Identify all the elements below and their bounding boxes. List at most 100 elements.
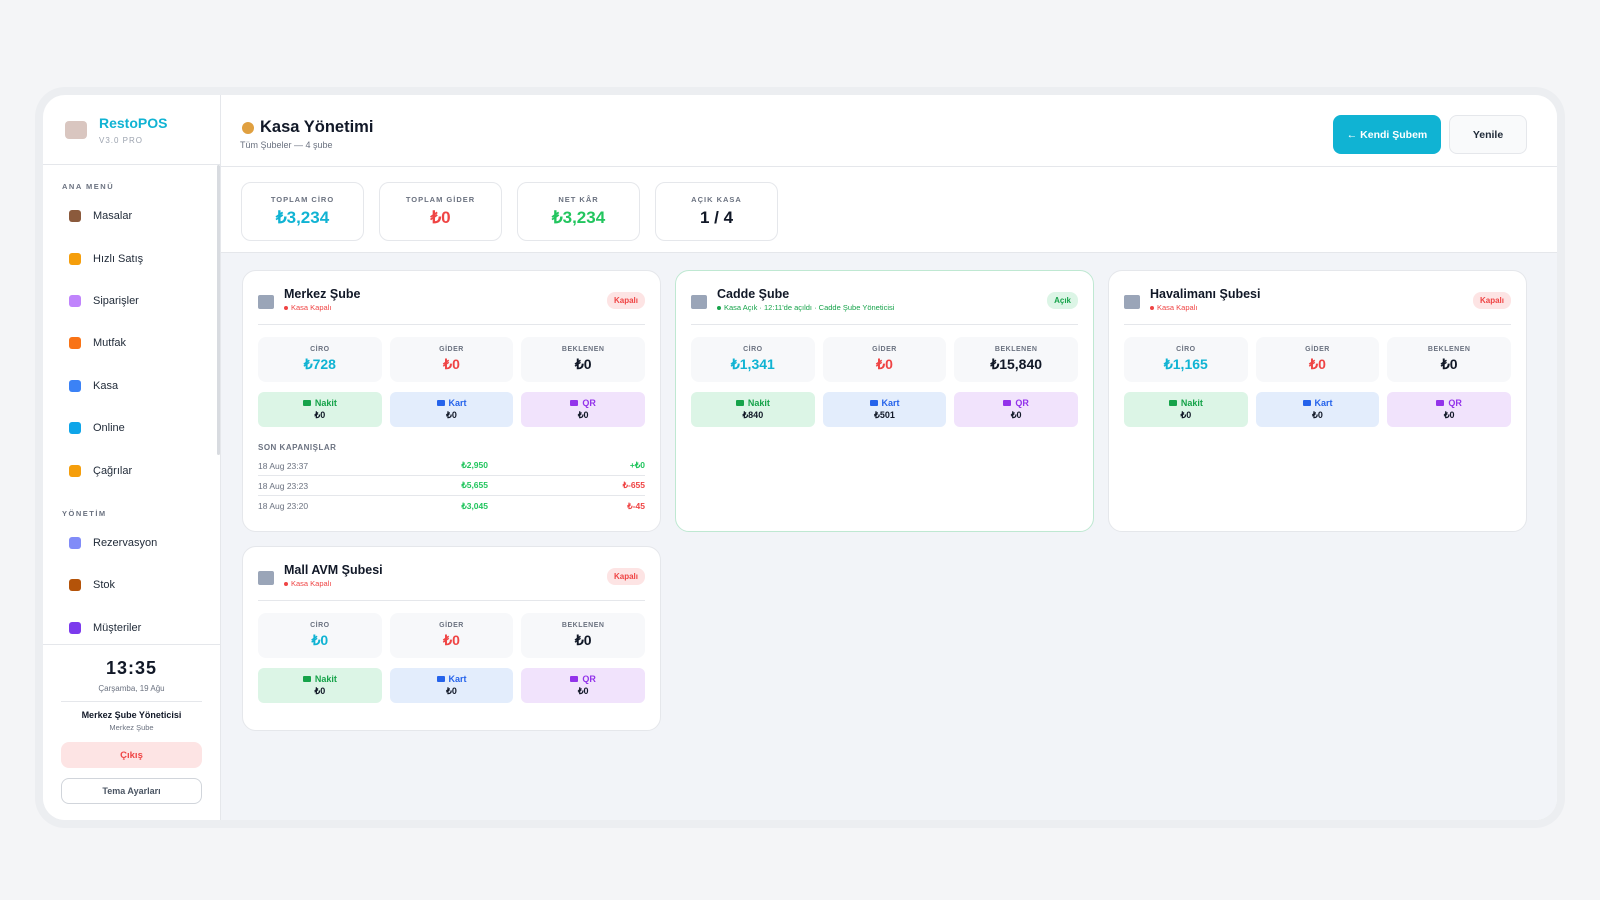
- nav-icon: [69, 379, 81, 392]
- payment-value: ₺0: [314, 686, 326, 696]
- stat-value: ₺1,341: [730, 356, 775, 372]
- summary-card: TOPLAM CİRO ₺3,234: [241, 182, 364, 241]
- branch-status: Kasa Açık · 12:11'de açıldı · Cadde Şube…: [717, 303, 894, 312]
- brand-name: RestoPOS: [99, 114, 168, 131]
- nav: ANA MENÜ Masalar Hızlı Satış Siparişler Mutf…: [43, 165, 220, 649]
- nav-item[interactable]: Siparişler: [43, 280, 220, 322]
- payment-value: ₺501: [874, 410, 895, 420]
- stat-box: CİRO ₺1,165: [1124, 337, 1248, 382]
- payment-value: ₺0: [1443, 410, 1455, 420]
- closings-title: SON KAPANIŞLAR: [258, 443, 337, 452]
- payment-value: ₺0: [1312, 410, 1323, 420]
- payment-box: QR ₺0: [521, 392, 646, 427]
- nav-item[interactable]: Online: [43, 407, 220, 449]
- summary-value: 1 / 4: [699, 208, 734, 227]
- nav-label: Mutfak: [93, 337, 127, 350]
- nav-label: Online: [93, 422, 125, 435]
- summary-card: AÇIK KASA 1 / 4: [655, 182, 778, 241]
- stat-value: ₺0: [443, 632, 460, 648]
- branch-name: Havalimanı Şubesi: [1150, 287, 1261, 301]
- payment-box: Nakit ₺0: [258, 392, 382, 427]
- branch-header: Merkez Şube Kasa Kapalı Kapalı: [258, 285, 645, 325]
- nav-label: Siparişler: [93, 294, 139, 307]
- nav-item[interactable]: Stok: [43, 564, 220, 606]
- stat-label: CİRO: [310, 622, 330, 629]
- stat-value: ₺15,840: [990, 356, 1043, 372]
- payment-value: ₺0: [1180, 410, 1192, 420]
- stat-value: ₺0: [1440, 356, 1458, 372]
- nav-icon: [69, 294, 81, 307]
- stat-box: BEKLENEN ₺0: [521, 337, 646, 382]
- stat-box: GİDER ₺0: [389, 337, 514, 382]
- branch-title: Merkez Şube Kasa Kapalı: [284, 287, 360, 312]
- summary-label: TOPLAM CİRO: [270, 195, 335, 204]
- stats-row: CİRO ₺1,341 GİDER ₺0 BEKLENEN ₺15,840: [691, 337, 1079, 382]
- stat-box: BEKLENEN ₺15,840: [954, 337, 1079, 382]
- payment-label: Kart: [823, 398, 947, 408]
- own-branch-button[interactable]: ← Kendi Şubem: [1333, 115, 1441, 154]
- branch-header: Mall AVM Şubesi Kasa Kapalı Kapalı: [258, 561, 645, 601]
- brand-version: V3.0 PRO: [99, 135, 144, 145]
- payment-label: QR: [521, 674, 645, 684]
- header: Kasa Yönetimi Tüm Şubeler — 4 şube ← Ken…: [221, 95, 1557, 167]
- payment-label: QR: [1387, 398, 1511, 408]
- nav-item[interactable]: Çağrılar: [43, 449, 220, 491]
- nav-item[interactable]: Rezervasyon: [43, 522, 220, 564]
- summary-value: ₺0: [430, 208, 451, 227]
- branch-card: Havalimanı Şubesi Kasa Kapalı Kapalı CİRO ₺1…: [1108, 270, 1527, 532]
- stat-box: BEKLENEN ₺0: [1387, 337, 1512, 382]
- branch-icon: [258, 571, 274, 585]
- branch-name: Mall AVM Şubesi: [284, 563, 383, 577]
- stat-value: ₺728: [303, 356, 336, 372]
- nav-section-title: YÖNETİM: [62, 508, 107, 518]
- closing-amount: ₺2,950: [461, 460, 488, 470]
- nav-icon: [69, 422, 81, 435]
- status-badge: Kapalı: [1472, 292, 1511, 309]
- nav-label: Kasa: [93, 379, 119, 392]
- date: Çarşamba, 19 Ağu: [98, 684, 165, 693]
- nav-item[interactable]: Mutfak: [43, 322, 220, 364]
- stat-label: BEKLENEN: [561, 346, 605, 353]
- nav-section-title: ANA MENÜ: [62, 182, 115, 191]
- nav-item[interactable]: Müşteriler: [43, 607, 220, 649]
- closing-row: 18 Aug 23:23 ₺5,655 ₺-655: [258, 476, 645, 496]
- stat-box: GİDER ₺0: [389, 613, 514, 658]
- payment-value: ₺0: [314, 410, 326, 420]
- nav-item[interactable]: Hızlı Satış: [43, 237, 220, 279]
- user-branch: Merkez Şube: [109, 723, 154, 732]
- nav-icon: [69, 579, 81, 592]
- nav-item[interactable]: Masalar: [43, 195, 220, 237]
- user-name: Merkez Şube Yöneticisi: [81, 710, 182, 720]
- refresh-button[interactable]: Yenile: [1449, 115, 1527, 154]
- summary-value: ₺3,234: [551, 208, 606, 227]
- stat-box: GİDER ₺0: [822, 337, 947, 382]
- page-title: Kasa Yönetimi: [260, 118, 374, 136]
- closing-amount: ₺5,655: [461, 480, 488, 490]
- sidebar-footer: 13:35 Çarşamba, 19 Ağu Merkez Şube Yönet…: [43, 644, 220, 820]
- payment-box: Kart ₺501: [822, 392, 947, 427]
- payment-label: Kart: [1256, 398, 1380, 408]
- status-badge: Kapalı: [606, 568, 645, 585]
- nav-icon: [69, 210, 81, 223]
- nav-label: Masalar: [93, 210, 133, 223]
- payment-label: Nakit: [258, 674, 382, 684]
- branch-status: Kasa Kapalı: [1150, 303, 1260, 312]
- nav-item[interactable]: Kasa: [43, 365, 220, 407]
- stat-label: CİRO: [310, 346, 330, 353]
- theme-button[interactable]: Tema Ayarları: [61, 778, 202, 804]
- summary-card: NET KÂR ₺3,234: [517, 182, 640, 241]
- title-icon: [242, 121, 254, 134]
- summary-card: TOPLAM GİDER ₺0: [379, 182, 502, 241]
- branch-title: Mall AVM Şubesi Kasa Kapalı: [284, 563, 383, 588]
- stat-label: CİRO: [743, 346, 763, 353]
- clock: 13:35: [105, 658, 158, 678]
- nav-label: Çağrılar: [93, 464, 133, 477]
- payment-value: ₺0: [577, 410, 589, 420]
- branch-name: Cadde Şube: [717, 287, 790, 301]
- stat-box: GİDER ₺0: [1255, 337, 1380, 382]
- closing-amount: ₺3,045: [461, 500, 488, 511]
- logout-button[interactable]: Çıkış: [61, 742, 202, 768]
- status-badge: Kapalı: [606, 292, 645, 309]
- summary-label: NET KÂR: [558, 195, 599, 204]
